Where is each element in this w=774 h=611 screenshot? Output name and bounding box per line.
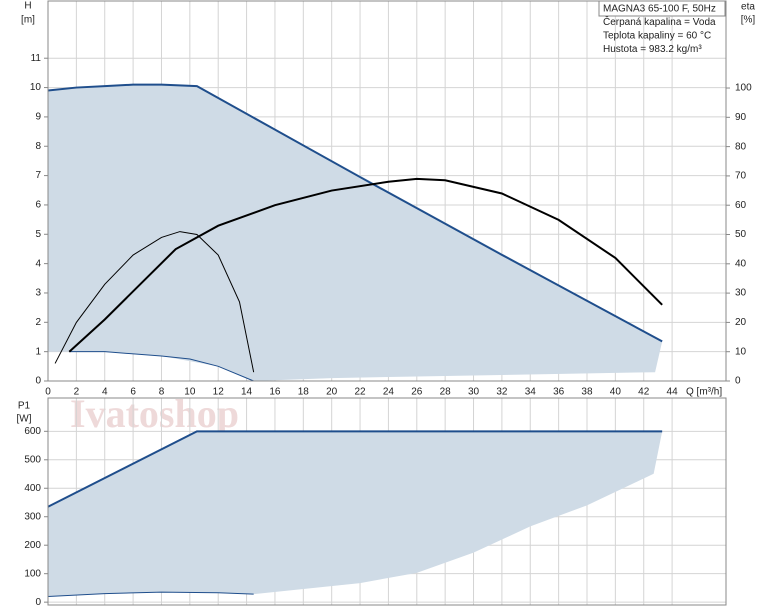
- x-tick-label: 22: [354, 387, 366, 398]
- info-box: [598, 0, 726, 17]
- y-tick-label: 300: [24, 511, 41, 522]
- y2-tick-label: 80: [735, 141, 747, 152]
- curve: [69, 351, 254, 382]
- x-tick-label: 8: [159, 387, 165, 398]
- y-tick-label: 1: [35, 346, 41, 357]
- x-tick-label: 26: [411, 387, 423, 398]
- x-tick-label: 14: [241, 387, 253, 398]
- y-axis-label: H: [24, 1, 31, 12]
- x-tick-label: 34: [525, 387, 537, 398]
- x-tick-label: 6: [130, 387, 136, 398]
- x-tick-label: 44: [667, 387, 679, 398]
- y-tick-label: 10: [30, 82, 42, 93]
- y-tick-label: 0: [35, 597, 41, 608]
- y-tick-label: 600: [24, 426, 41, 437]
- y2-tick-label: 90: [735, 112, 747, 123]
- x-tick-label: 0: [45, 387, 51, 398]
- x-axis-label: Q [m³/h]: [686, 387, 722, 398]
- y-tick-label: 100: [24, 568, 41, 579]
- curve: [47, 83, 663, 343]
- efficiency-curve: [68, 177, 663, 353]
- x-tick-label: 20: [326, 387, 338, 398]
- x-tick-label: 40: [610, 387, 622, 398]
- y2-tick-label: 100: [735, 83, 752, 94]
- x-tick-label: 12: [213, 387, 225, 398]
- x-tick-label: 18: [298, 387, 310, 398]
- curve: [47, 591, 254, 597]
- y2-tick-label: 0: [735, 376, 741, 387]
- info-text: Teplota kapaliny = 60 °C: [603, 31, 711, 42]
- y-tick-label: 7: [35, 170, 41, 181]
- y-tick-label: 500: [24, 454, 41, 465]
- y-tick-label: 400: [24, 483, 41, 494]
- y-tick-label: 200: [24, 540, 41, 551]
- y-tick-label: 4: [35, 258, 41, 269]
- y2-tick-label: 10: [735, 346, 747, 357]
- plot-frame: [47, 0, 727, 382]
- y2-axis-label: eta: [741, 2, 755, 13]
- watermark: Ivatoshop: [70, 391, 239, 436]
- y-tick-label: 11: [31, 53, 42, 64]
- x-tick-label: 32: [496, 387, 508, 398]
- x-tick-label: 10: [184, 387, 196, 398]
- operating-range: [48, 431, 663, 597]
- x-tick-label: 36: [553, 387, 565, 398]
- efficiency-curve: [54, 231, 255, 373]
- info-text: Hustota = 983.2 kg/m³: [603, 44, 702, 55]
- x-tick-label: 4: [102, 387, 108, 398]
- x-tick-label: 28: [440, 387, 452, 398]
- operating-range: [48, 84, 663, 382]
- y2-axis-unit: [%]: [741, 15, 756, 26]
- y-axis-label: P1: [18, 401, 31, 412]
- y2-tick-label: 50: [735, 229, 747, 240]
- y2-tick-label: 40: [735, 258, 747, 269]
- x-tick-label: 42: [638, 387, 650, 398]
- curve: [47, 430, 663, 508]
- y2-tick-label: 70: [735, 171, 747, 182]
- y-tick-label: 2: [35, 317, 41, 328]
- x-tick-label: 16: [269, 387, 281, 398]
- info-text: Čerpaná kapalina = Voda: [603, 15, 716, 28]
- y-axis-unit: [m]: [21, 15, 35, 26]
- x-tick-label: 38: [581, 387, 593, 398]
- y2-tick-label: 60: [735, 200, 747, 211]
- y-tick-label: 9: [35, 112, 41, 123]
- y-tick-label: 8: [35, 141, 41, 152]
- x-tick-label: 2: [74, 387, 80, 398]
- y-tick-label: 6: [35, 200, 41, 211]
- y-axis-unit: [W]: [17, 414, 32, 425]
- x-tick-label: 24: [383, 387, 395, 398]
- y2-tick-label: 20: [735, 317, 747, 328]
- y-tick-label: 0: [35, 376, 41, 387]
- plot-frame: [47, 397, 727, 606]
- y-tick-label: 3: [35, 288, 41, 299]
- y-tick-label: 5: [35, 229, 41, 240]
- info-text: MAGNA3 65-100 F, 50Hz: [603, 4, 716, 15]
- y2-tick-label: 30: [735, 288, 747, 299]
- x-tick-label: 30: [468, 387, 480, 398]
